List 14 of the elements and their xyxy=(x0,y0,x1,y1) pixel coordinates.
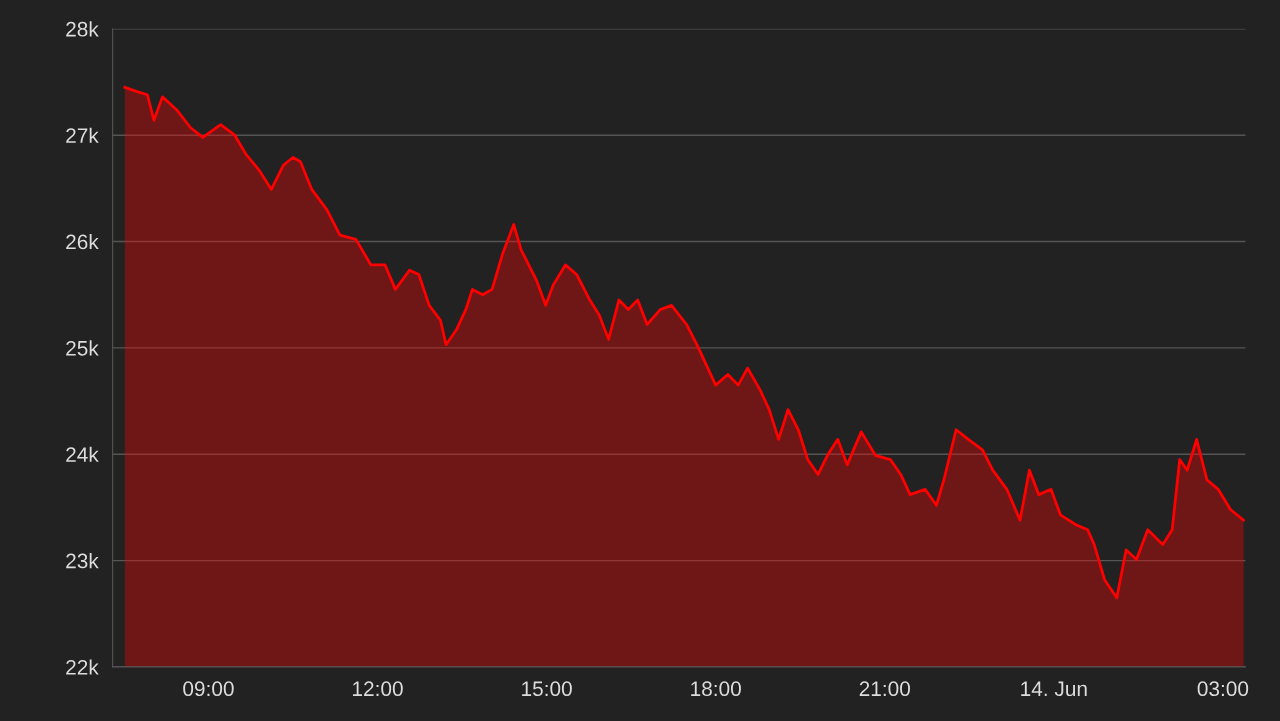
x-tick-label: 18:00 xyxy=(691,681,741,697)
x-tick-label: 14. Jun xyxy=(1021,681,1087,697)
x-tick-label: 12:00 xyxy=(353,681,403,697)
y-tick-label: 26k xyxy=(66,233,99,250)
x-tick-label: 03:00 xyxy=(1197,681,1249,697)
y-tick-label: 25k xyxy=(66,340,99,356)
y-tick-label: 28k xyxy=(66,21,99,37)
x-tick-label: 15:00 xyxy=(522,681,572,697)
x-tick-label: 09:00 xyxy=(183,681,234,697)
y-tick-label: 27k xyxy=(66,127,99,143)
y-tick-label: 22k xyxy=(66,659,99,675)
y-tick-label: 24k xyxy=(66,446,99,462)
x-tick-label: 21:00 xyxy=(859,681,910,697)
y-tick-label: 23k xyxy=(66,553,99,569)
